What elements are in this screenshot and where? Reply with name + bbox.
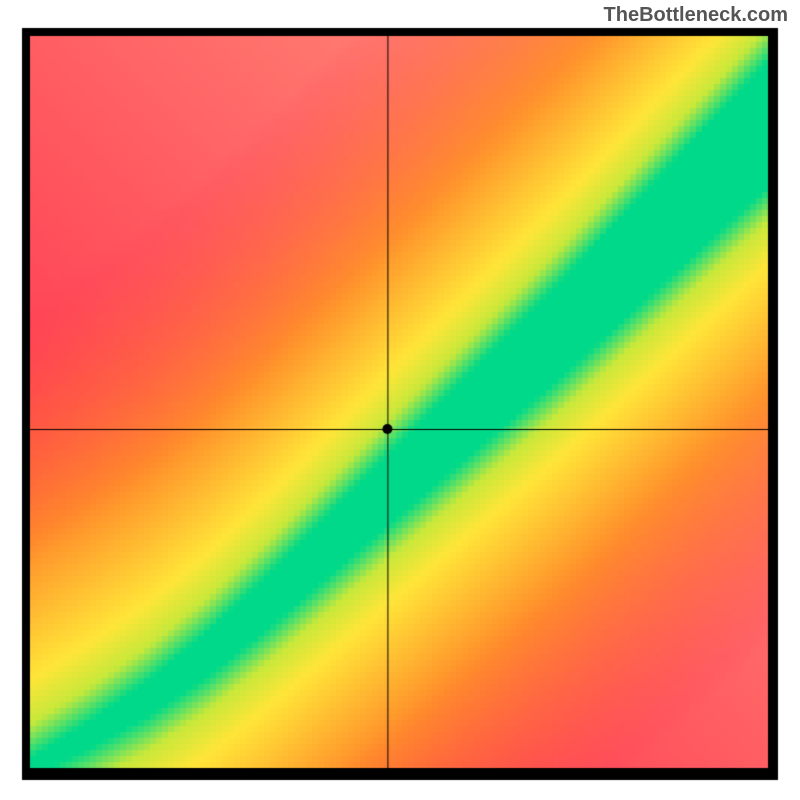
heatmap-canvas [0, 0, 800, 800]
branding-label: TheBottleneck.com [604, 4, 788, 27]
chart-container: TheBottleneck.com [0, 0, 800, 800]
